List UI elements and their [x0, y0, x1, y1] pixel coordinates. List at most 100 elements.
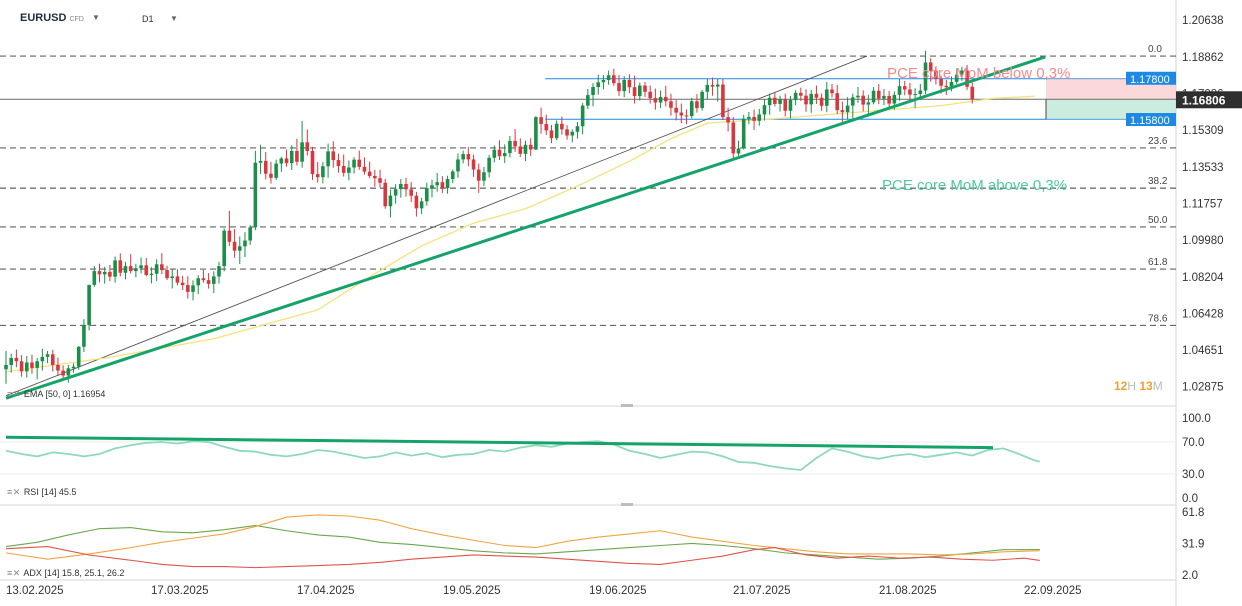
candle-body	[466, 154, 471, 160]
candle-body	[35, 361, 39, 368]
candle-body	[617, 83, 621, 92]
candle-body	[378, 178, 382, 183]
candle-body	[352, 159, 356, 168]
rsi-tick-label: 0.0	[1182, 493, 1198, 505]
candle-body	[736, 148, 741, 154]
candle-body	[892, 94, 897, 104]
candle-body	[269, 173, 273, 178]
candle-body	[113, 260, 117, 277]
candle-body	[118, 260, 123, 273]
candle-body	[741, 118, 746, 149]
candle-body	[601, 80, 606, 83]
candle-body	[778, 99, 782, 104]
candle-body	[575, 126, 580, 132]
candle-body	[14, 357, 19, 362]
candle-body	[560, 123, 564, 130]
timeframe-label: D1	[142, 14, 154, 24]
candle-body	[492, 149, 497, 158]
candle-body	[461, 154, 465, 160]
candle-body	[944, 85, 949, 88]
candle-body	[705, 84, 710, 92]
candle-body	[606, 75, 611, 80]
candle-body	[154, 264, 159, 274]
rsi-trendline	[5, 435, 994, 450]
candle-body	[482, 172, 486, 181]
price-level-label: 1.17800	[1130, 74, 1170, 86]
candle-body	[97, 271, 102, 275]
candle-body	[227, 230, 232, 242]
timeframe-dropdown-icon[interactable]: ▼	[170, 14, 178, 23]
candle-body	[923, 62, 928, 91]
fibonacci-label: 23.6	[1148, 136, 1168, 147]
candle-body	[819, 97, 824, 106]
candle-body	[856, 95, 860, 98]
candle-body	[715, 84, 720, 87]
candle-body	[902, 86, 907, 90]
ema-indicator-label[interactable]: ≡ ✕ EMA [50, 0] 1.16954	[7, 389, 105, 400]
fibonacci-label: 61.8	[1148, 257, 1168, 268]
candle-body	[87, 284, 91, 326]
indicator-settings-icon[interactable]: ≡ ✕	[7, 487, 20, 497]
candle-body	[357, 159, 362, 167]
price-tick-label: 1.04651	[1182, 345, 1224, 357]
timeframe-selector[interactable]: D1	[142, 14, 154, 24]
candle-body	[918, 90, 923, 95]
candle-body	[24, 362, 29, 372]
candle-body	[965, 70, 969, 87]
adx-indicator-label[interactable]: ≡ ✕ ADX [14] 15.8, 25.1, 26.2	[7, 568, 124, 579]
candle-body	[445, 179, 450, 189]
countdown-minutes: 13	[1139, 379, 1153, 393]
candle-body	[627, 80, 632, 88]
candle-body	[248, 227, 252, 241]
candle-body	[554, 123, 559, 139]
price-level-label: 1.15800	[1130, 115, 1170, 127]
candle-body	[757, 114, 762, 121]
candle-body	[928, 62, 933, 71]
indicator-settings-icon[interactable]: ≡ ✕	[7, 568, 20, 578]
candle-body	[518, 146, 523, 154]
price-tick-label: 1.18862	[1182, 52, 1224, 64]
countdown-hours-unit: H	[1127, 379, 1137, 393]
candle-body	[528, 144, 533, 150]
candle-body	[295, 150, 299, 162]
candle-body	[970, 86, 975, 100]
adx-tick-label: 31.9	[1182, 539, 1204, 551]
candle-body	[871, 90, 876, 103]
candle-body	[315, 174, 320, 178]
candle-body	[747, 116, 751, 119]
candle-body	[440, 182, 445, 189]
candle-body	[669, 101, 673, 108]
candle-body	[534, 117, 538, 150]
price-tick-label: 1.08204	[1182, 272, 1224, 284]
rsi-tick-label: 30.0	[1182, 469, 1204, 481]
candle-body	[850, 97, 855, 106]
price-tick-label: 1.06428	[1182, 308, 1224, 320]
candles-group	[4, 50, 975, 384]
price-level-box	[1126, 71, 1176, 85]
candle-body	[721, 84, 725, 118]
candle-body	[586, 95, 590, 106]
candle-body	[544, 123, 549, 131]
candle-body	[160, 264, 164, 271]
candle-body	[456, 159, 460, 172]
candle-body	[263, 160, 268, 174]
candle-body	[4, 364, 8, 370]
adx-tick-label: 2.0	[1182, 570, 1198, 582]
candle-body	[331, 151, 336, 161]
symbol-selector[interactable]: EURUSD CFD	[20, 12, 84, 24]
candle-body	[700, 91, 704, 109]
indicator-settings-icon[interactable]: ≡ ✕	[7, 389, 20, 399]
candle-body	[9, 357, 13, 365]
candle-body	[191, 285, 195, 292]
candle-body	[66, 368, 71, 376]
candle-body	[123, 266, 128, 273]
candle-body	[637, 85, 642, 97]
candle-body	[144, 265, 149, 275]
rsi-indicator-label[interactable]: ≡ ✕ RSI [14] 45.5	[7, 487, 76, 498]
symbol-name: EURUSD	[20, 12, 67, 24]
candle-body	[580, 105, 585, 127]
candle-body	[814, 93, 819, 98]
candle-body	[658, 96, 663, 103]
symbol-dropdown-icon[interactable]: ▼	[92, 13, 100, 22]
